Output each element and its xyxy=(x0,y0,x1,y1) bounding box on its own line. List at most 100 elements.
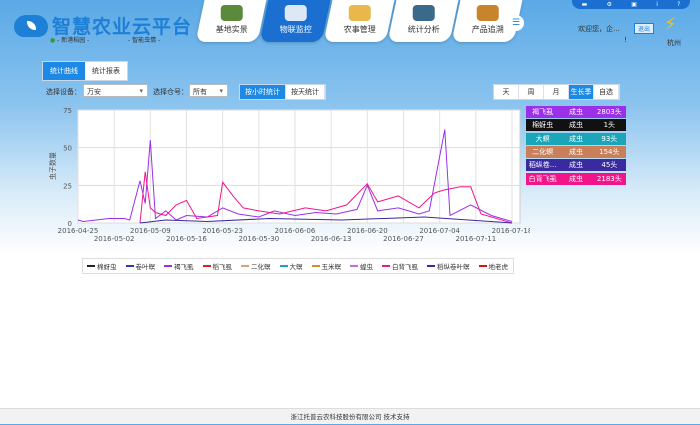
device-value: 万安 xyxy=(87,88,101,96)
pest-summary-row[interactable]: 褐飞虱 成虫 2803头 xyxy=(526,106,626,118)
welcome-mark: ! xyxy=(624,36,627,44)
x-tick-label: 2016-07-11 xyxy=(455,235,496,243)
legend-label: 二化螟 xyxy=(251,263,271,271)
legend-item[interactable]: 棉蚜虫 xyxy=(87,261,117,271)
pest-name: 大螟 xyxy=(535,134,550,143)
period-group: 天 周 月 生长季 自选 xyxy=(493,84,620,100)
legend-label: 稻飞虱 xyxy=(212,263,233,271)
pest-name: 稻纵卷... xyxy=(528,161,557,170)
pest-stage: 成虫 xyxy=(568,134,583,143)
menu-icon[interactable]: ☰ xyxy=(508,15,524,31)
legend-item[interactable]: 白背飞虱 xyxy=(382,261,418,271)
pest-summary-row[interactable]: 二化螟 成虫 154头 xyxy=(526,145,626,158)
legend-label: 地老虎 xyxy=(488,263,509,271)
y-axis-label: 虫子数量 xyxy=(48,152,57,180)
legend-item[interactable]: 大螟 xyxy=(279,261,303,271)
logout-button[interactable]: 退出 xyxy=(634,23,655,34)
welcome-text: 欢迎您，企... xyxy=(578,25,620,33)
x-tick-label: 2016-05-23 xyxy=(202,227,243,235)
legend-item[interactable]: 卷叶螟 xyxy=(125,261,155,271)
pest-summary-row[interactable]: 棉蚜虫 成虫 1头 xyxy=(526,119,626,132)
x-tick-label: 2016-05-02 xyxy=(94,235,135,243)
series-line-褐飞虱 xyxy=(77,129,513,223)
pest-name: 二化螟 xyxy=(532,147,554,156)
period-month[interactable]: 月 xyxy=(544,85,569,99)
nav-label: 农事管理 xyxy=(343,25,376,34)
legend-label: 棉蚜虫 xyxy=(97,263,117,271)
tab-stat-curve[interactable]: 统计曲线 xyxy=(43,62,85,80)
legend-swatch xyxy=(202,265,211,267)
toolbar: ▬ ⚙ ▣ i? xyxy=(572,0,690,9)
nav-icon xyxy=(220,5,243,21)
nav-tab-3[interactable]: 统计分析 xyxy=(387,0,459,42)
legend-swatch xyxy=(279,265,288,267)
legend-swatch xyxy=(427,265,435,267)
legend-item[interactable]: 稻纵卷叶螟 xyxy=(427,261,470,271)
legend-swatch xyxy=(125,265,134,267)
help-icon[interactable]: ? xyxy=(677,1,681,8)
trap-value: 所有 xyxy=(193,88,207,96)
nav-label: 基地实景 xyxy=(215,25,248,34)
legend-item[interactable]: 稻飞虱 xyxy=(202,261,233,271)
legend-label: 大螟 xyxy=(289,263,303,271)
nav-tab-0[interactable]: 基地实景 xyxy=(195,0,267,42)
legend-item[interactable]: 地老虎 xyxy=(478,261,509,271)
message-icon[interactable]: ▬ xyxy=(581,1,588,8)
legend-label: 白背飞虱 xyxy=(392,263,418,271)
legend-label: 稻纵卷叶螟 xyxy=(437,263,470,271)
period-custom[interactable]: 自选 xyxy=(594,85,619,99)
nav-tab-2[interactable]: 农事管理 xyxy=(323,0,395,42)
legend-item[interactable]: 二化螟 xyxy=(241,261,271,271)
pest-count: 2183头 xyxy=(596,174,622,183)
nav-label: 物联监控 xyxy=(279,25,312,34)
info-icon[interactable]: i xyxy=(656,1,658,8)
trap-select[interactable]: 所有 ▾ xyxy=(189,84,228,97)
location-pin-icon: ● xyxy=(50,37,56,44)
pest-stage: 成虫 xyxy=(568,161,583,170)
period-week[interactable]: 周 xyxy=(519,85,544,99)
window-icon[interactable]: ▣ xyxy=(631,1,637,8)
legend-label: 蝗虫 xyxy=(360,263,373,271)
location-select[interactable]: ● - 新港稻园 - xyxy=(50,35,89,44)
series-line-稻纵卷叶螟 xyxy=(139,216,513,224)
daily-stat-button[interactable]: 按天统计 xyxy=(286,85,325,99)
city-label: 杭州 xyxy=(667,39,681,47)
y-tick-label: 75 xyxy=(63,107,72,115)
pest-summary-row[interactable]: 稻纵卷... 成虫 45头 xyxy=(526,159,626,172)
pest-stage: 成虫 xyxy=(568,108,583,116)
pest-summary-row[interactable]: 白背飞虱 成虫 2183头 xyxy=(526,172,626,185)
period-day[interactable]: 天 xyxy=(494,85,519,99)
chart-legend: 棉蚜虫 卷叶螟 褐飞虱 稻飞虱 二化螟 大螟 玉米螟 蝗虫 白背飞虱 稻纵卷叶螟 地老虎 xyxy=(82,258,514,274)
tab-stat-report[interactable]: 统计报表 xyxy=(92,67,120,75)
trap-label: 选择仓号： xyxy=(153,88,188,96)
gear-icon[interactable]: ⚙ xyxy=(606,1,612,8)
device-select[interactable]: 万安 ▾ xyxy=(83,84,148,97)
legend-item[interactable]: 蝗虫 xyxy=(350,261,373,271)
legend-item[interactable]: 褐飞虱 xyxy=(164,261,194,271)
legend-item[interactable]: 玉米螟 xyxy=(311,261,341,271)
pest-stage: 成虫 xyxy=(568,121,583,130)
nav-tab-1[interactable]: 物联监控 xyxy=(259,0,331,42)
x-tick-label: 2016-06-13 xyxy=(311,235,352,243)
y-tick-label: 0 xyxy=(68,220,72,228)
period-season[interactable]: 生长季 xyxy=(569,85,594,99)
location-label: - 新港稻园 - xyxy=(57,37,90,44)
pest-summary-row[interactable]: 大螟 成虫 93头 xyxy=(526,132,626,145)
nav-icon xyxy=(284,5,307,21)
cloud-leaf-icon xyxy=(14,14,48,37)
legend-swatch xyxy=(164,265,172,267)
hourly-stat-button[interactable]: 按小时统计 xyxy=(240,85,286,99)
nav-icon xyxy=(348,5,371,21)
x-tick-label: 2016-04-25 xyxy=(58,227,99,235)
y-tick-label: 50 xyxy=(63,145,72,153)
pest-name: 棉蚜虫 xyxy=(532,121,554,130)
mode-select[interactable]: - 智能虫情 - xyxy=(128,37,161,44)
legend-swatch xyxy=(87,265,95,267)
series-line-白背飞虱 xyxy=(139,171,513,224)
x-tick-label: 2016-05-30 xyxy=(238,235,279,243)
app-title: 智慧农业云平台 xyxy=(52,16,193,38)
stat-mode-group: 按小时统计 按天统计 xyxy=(239,84,326,100)
pest-count: 93头 xyxy=(601,134,618,143)
legend-label: 褐飞虱 xyxy=(174,263,194,271)
pest-stage: 成虫 xyxy=(568,174,583,183)
